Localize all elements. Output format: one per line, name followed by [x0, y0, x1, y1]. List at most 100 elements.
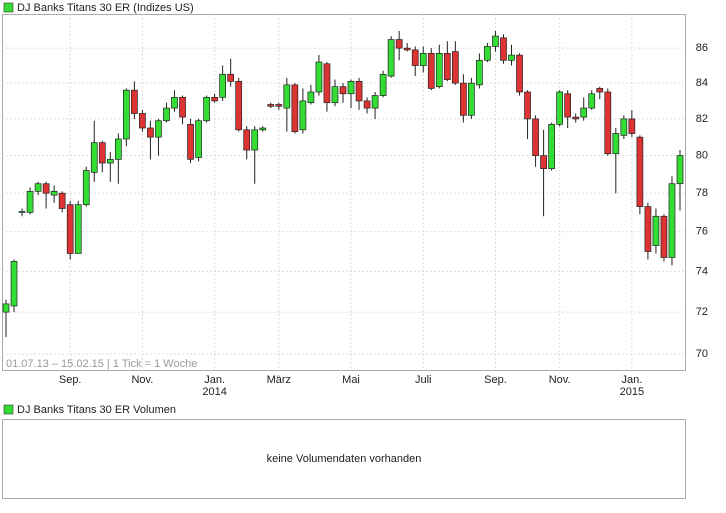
candle-body: [468, 82, 475, 116]
candle-body: [347, 80, 355, 95]
candle-body: [58, 192, 66, 209]
y-tick-label: 72: [696, 306, 708, 318]
range-note: 01.07.13 – 15.02.15 | 1 Tick = 1 Woche: [6, 358, 197, 370]
candle-body: [179, 96, 186, 118]
candle-body: [596, 88, 604, 93]
candle-body: [676, 155, 684, 185]
candle-body: [331, 86, 339, 104]
candle-body: [524, 91, 531, 120]
x-tick-label: Mai: [342, 374, 360, 386]
candle-body: [411, 49, 419, 66]
candle-body: [259, 127, 267, 131]
x-tick-label: Sep.: [484, 374, 507, 386]
candle-body: [195, 120, 202, 158]
candle-body: [419, 52, 427, 66]
x-tick-label: Sep.: [59, 374, 82, 386]
legend-swatch: [3, 2, 14, 13]
y-tick-label: 86: [696, 42, 708, 54]
x-tick-label: Jan.: [621, 374, 642, 386]
candle-body: [363, 100, 371, 109]
x-tick-label: Nov.: [549, 374, 571, 386]
candle-body: [427, 52, 435, 89]
candle-body: [451, 51, 459, 84]
candle-body: [291, 84, 299, 133]
candle-body: [219, 73, 226, 98]
candle-body: [395, 39, 403, 49]
candle-body: [211, 96, 218, 102]
candle-body: [171, 96, 178, 109]
candle-body: [323, 63, 331, 104]
candle-body: [532, 118, 539, 156]
candle-body: [612, 133, 620, 155]
candle-body: [98, 142, 106, 164]
candle-body: [460, 82, 467, 116]
candle-body: [588, 93, 596, 109]
candle-body: [379, 73, 387, 96]
candle-body: [203, 96, 210, 122]
y-tick-label: 84: [696, 77, 708, 89]
candle-body: [251, 129, 259, 151]
candle-body: [636, 136, 644, 207]
candle-body: [131, 89, 138, 114]
candle-body: [620, 118, 628, 136]
candle-body: [484, 46, 491, 61]
candle-body: [339, 86, 347, 95]
volume-title: DJ Banks Titans 30 ER Volumen: [17, 404, 176, 416]
candle-body: [187, 124, 194, 160]
candle-body: [283, 84, 291, 109]
candle-body: [540, 155, 547, 170]
y-tick-label: 74: [696, 265, 708, 277]
candle-body: [18, 211, 26, 213]
candle-body: [34, 183, 42, 192]
x-year-label: 2014: [202, 386, 226, 398]
x-tick-label: März: [267, 374, 291, 386]
candle-body: [82, 170, 90, 206]
candle-body: [307, 91, 315, 104]
candle-body: [66, 204, 74, 254]
candle-body: [315, 61, 323, 93]
candle-body: [275, 104, 283, 107]
candle-body: [564, 93, 572, 118]
candle-body: [628, 118, 636, 134]
x-tick-label: Juli: [415, 374, 432, 386]
candle-body: [556, 91, 563, 125]
y-tick-label: 82: [696, 113, 708, 125]
candle-body: [580, 107, 588, 118]
candle-body: [299, 100, 307, 131]
candle-body: [371, 95, 379, 109]
candle-body: [652, 215, 660, 246]
candle-body: [443, 52, 451, 80]
x-year-label: 2015: [620, 386, 644, 398]
candle-body: [516, 54, 523, 93]
candle-body: [476, 59, 483, 86]
legend-swatch: [3, 404, 14, 415]
candle-body: [106, 158, 114, 164]
y-tick-label: 78: [696, 187, 708, 199]
candle-body: [604, 91, 612, 155]
candle-body: [10, 261, 18, 307]
candle-body: [355, 80, 363, 102]
candle-body: [74, 204, 82, 254]
y-tick-label: 76: [696, 226, 708, 238]
candle-body: [403, 47, 411, 51]
candle-body: [572, 116, 580, 120]
plot-frame: [2, 14, 686, 371]
candle-body: [267, 104, 275, 107]
candle-body: [163, 107, 170, 122]
candle-body: [50, 190, 58, 196]
candle-body: [114, 138, 122, 160]
candle-body: [235, 80, 243, 131]
x-tick-label: Nov.: [131, 374, 153, 386]
volume-frame: [2, 419, 686, 499]
candle-body: [227, 73, 235, 82]
candle-body: [139, 113, 146, 129]
candle-body: [668, 183, 676, 258]
candle-body: [90, 142, 98, 173]
candle-body: [548, 124, 555, 170]
candle-body: [500, 37, 507, 61]
candle-body: [42, 183, 50, 194]
candle-body: [660, 215, 668, 258]
candle-body: [492, 35, 499, 47]
volume-note: keine Volumendaten vorhanden: [267, 453, 422, 465]
